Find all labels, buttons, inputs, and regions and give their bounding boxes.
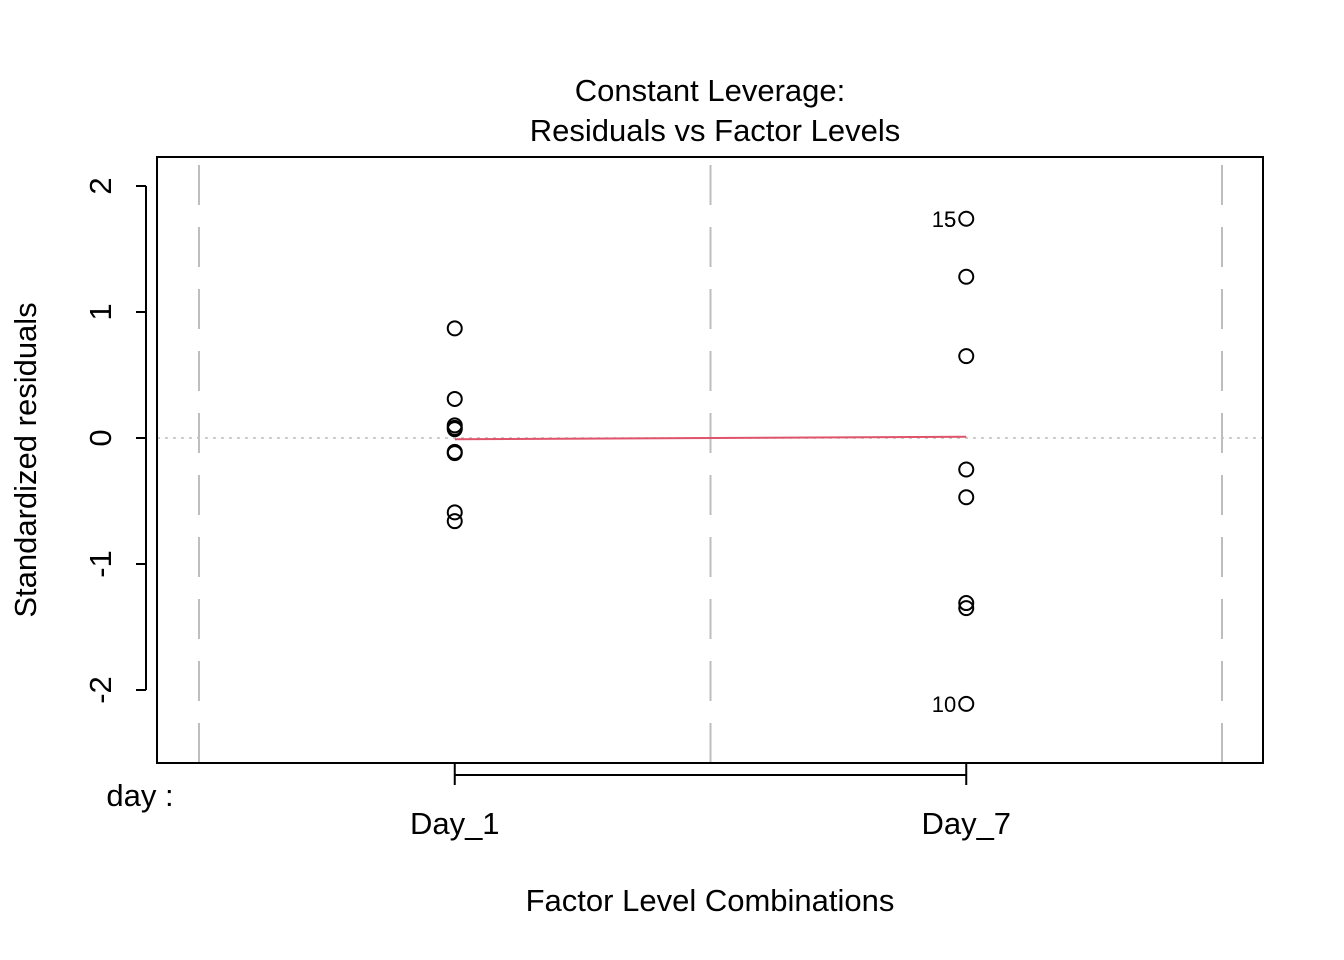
residual-point-day-1-7	[446, 445, 463, 462]
residual-point-day-7-1	[958, 210, 975, 227]
residual-point-day-7-5	[958, 489, 975, 506]
y-axis: 2 1 0 -1 -2	[83, 177, 147, 704]
point-label-15: 15	[932, 207, 956, 232]
residual-point-day-7-3	[958, 348, 975, 365]
chart-subtitle: Residuals vs Factor Levels	[530, 113, 900, 148]
plot-frame	[156, 156, 1264, 764]
x-tick-label-day-7: Day_7	[921, 806, 1011, 841]
point-label-5: 5	[944, 207, 956, 232]
point-labels: 155 10	[932, 207, 956, 717]
x-axis-label: Factor Level Combinations	[526, 883, 895, 918]
y-tick-label-0: 0	[83, 429, 118, 446]
x-axis: Day_1 Day_7	[410, 763, 1011, 841]
residual-point-day-7-7	[958, 600, 975, 617]
residual-point-day-1-2	[446, 390, 463, 407]
residual-point-day-7-6	[958, 595, 975, 612]
factor-name-label: day :	[106, 778, 173, 813]
x-tick-label-day-1: Day_1	[410, 806, 500, 841]
y-tick-label--2: -2	[83, 676, 118, 704]
residual-point-day-1-5	[446, 421, 463, 438]
y-tick-label-2: 2	[83, 177, 118, 194]
y-axis-label: Standardized residuals	[8, 302, 43, 617]
y-tick-label-1: 1	[83, 303, 118, 320]
residual-points	[446, 210, 975, 712]
residual-point-day-7-4	[958, 461, 975, 478]
residual-point-day-7-8	[958, 695, 975, 712]
residual-point-day-1-1	[446, 320, 463, 337]
factor-separators	[198, 165, 1223, 763]
y-tick-label--1: -1	[83, 550, 118, 578]
chart-title: Constant Leverage:	[575, 73, 846, 108]
smoother-line	[454, 435, 967, 441]
point-label-10: 10	[932, 692, 956, 717]
residual-point-day-1-8	[446, 504, 463, 521]
residual-point-day-1-9	[446, 513, 463, 530]
residual-point-day-7-2	[958, 268, 975, 285]
